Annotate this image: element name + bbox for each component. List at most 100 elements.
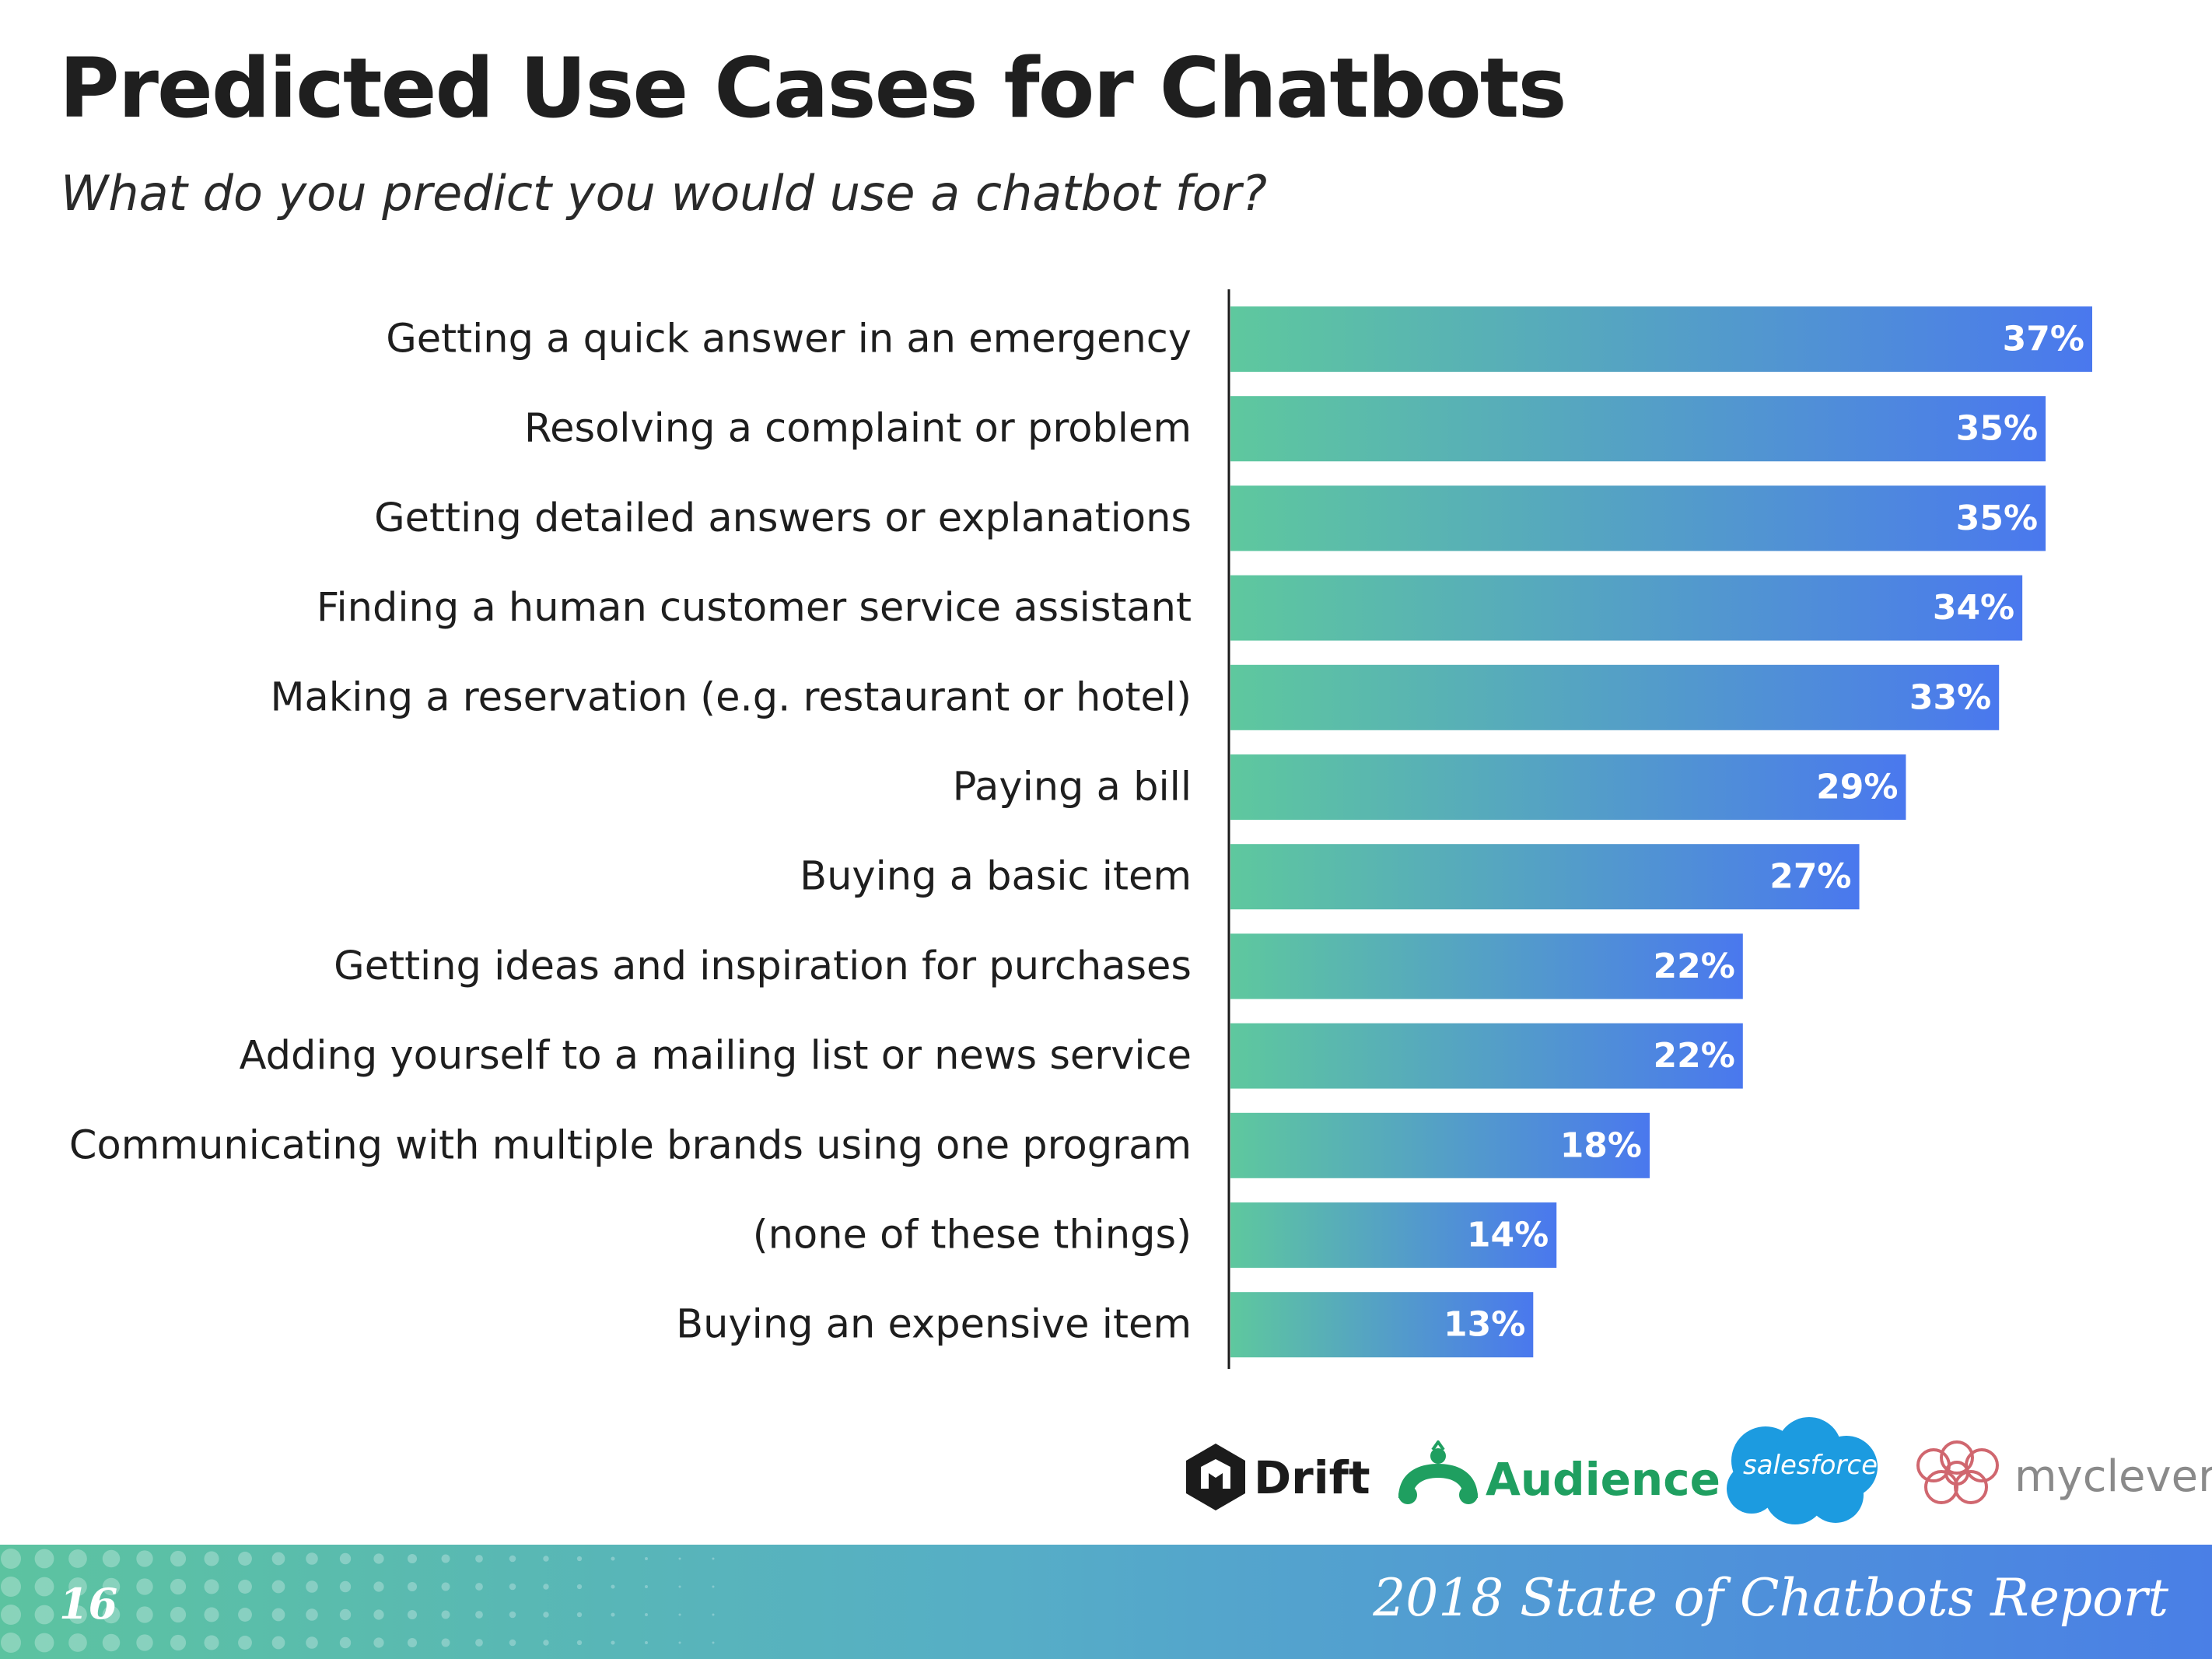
bar (1230, 933, 1743, 999)
bar-value-label: 22% (1653, 947, 1734, 986)
footer-dot (509, 1555, 516, 1563)
category-label: Resolving a complaint or problem (524, 406, 1192, 452)
footer-dot (509, 1583, 516, 1591)
footer-dot (34, 1633, 54, 1653)
bar-value-label: 29% (1816, 768, 1898, 807)
bar (1230, 485, 2046, 551)
bar (1230, 575, 2023, 641)
footer-dot (102, 1605, 121, 1624)
footer-dot (34, 1549, 54, 1569)
bar (1230, 754, 1906, 820)
bar (1230, 1023, 1743, 1089)
bar (1230, 844, 1860, 910)
footer-dot (407, 1637, 418, 1648)
myclever-logo-text: myclever (2014, 1451, 2212, 1502)
footer-dot (102, 1549, 121, 1568)
footer-dot (373, 1609, 384, 1620)
bar-value-label: 37% (2003, 320, 2084, 359)
footer-dot (611, 1584, 615, 1589)
category-label: Finding a human customer service assista… (317, 585, 1192, 631)
footer-dot (509, 1639, 516, 1647)
category-label: Communicating with multiple brands using… (69, 1122, 1192, 1168)
footer-dot (576, 1556, 583, 1562)
footer-dot (543, 1556, 549, 1562)
footer-dot (68, 1549, 87, 1568)
category-label: Getting detailed answers or explanations (374, 495, 1192, 541)
footer-dot (712, 1557, 715, 1560)
footer-dot (1, 1577, 21, 1597)
bar (1230, 306, 2092, 372)
footer-dot (136, 1550, 153, 1567)
footer-dot (68, 1577, 87, 1596)
drift-logo-icon (1186, 1444, 1245, 1510)
footer-dot (611, 1556, 615, 1561)
footer-dot (475, 1639, 483, 1647)
footer-dot (1, 1633, 21, 1653)
footer-dot (1, 1605, 21, 1625)
footer-dot (407, 1581, 418, 1592)
footer-dot (170, 1550, 187, 1567)
footer-dot (170, 1578, 187, 1595)
category-label: Paying a bill (953, 765, 1192, 810)
bar-value-label: 14% (1467, 1216, 1549, 1255)
footer-dot (475, 1555, 483, 1563)
page-title: Predicted Use Cases for Chatbots (59, 40, 1567, 136)
footer-dot (238, 1608, 252, 1622)
footer-dot (678, 1641, 681, 1644)
footer-dot (306, 1636, 318, 1649)
footer-dot (576, 1612, 583, 1618)
bar (1230, 1202, 1557, 1268)
footer-dot (170, 1634, 187, 1651)
footer-dot (306, 1580, 318, 1593)
bar-value-label: 33% (1909, 677, 1991, 717)
footer-dot (102, 1633, 121, 1652)
bar (1230, 1292, 1534, 1358)
bar-value-label: 35% (1956, 409, 2038, 449)
footer-dot (407, 1609, 418, 1620)
footer-dot (102, 1577, 121, 1596)
footer-dot (441, 1582, 450, 1591)
audience-logo-icon (1398, 1440, 1478, 1504)
category-label: Buying a basic item (800, 854, 1192, 900)
footer-dot (645, 1585, 648, 1588)
footer-dot (339, 1636, 352, 1649)
bar-value-label: 13% (1444, 1305, 1525, 1345)
footer-dot (373, 1637, 384, 1648)
drift-logo-text: Drift (1254, 1451, 1370, 1504)
footer-dot (306, 1608, 318, 1621)
footer-dot (712, 1641, 715, 1644)
category-label: Adding yourself to a mailing list or new… (240, 1033, 1192, 1079)
footer-dot (678, 1557, 681, 1560)
footer-dot (543, 1584, 549, 1590)
footer-dot (271, 1636, 285, 1650)
audience-logo-text: Audience (1486, 1453, 1720, 1506)
footer-dot (170, 1606, 187, 1623)
footer-dot (204, 1607, 219, 1622)
footer-dot (441, 1638, 450, 1647)
footer-dot (339, 1580, 352, 1593)
bar-value-label: 22% (1653, 1036, 1734, 1076)
footer-dot (576, 1584, 583, 1590)
dot-pattern (1, 1549, 715, 1653)
salesforce-logo-text: salesforce (1743, 1450, 1878, 1481)
category-label: (none of these things) (753, 1213, 1192, 1258)
page-subtitle: What do you predict you would use a chat… (61, 165, 1268, 222)
footer-dot (1, 1549, 21, 1569)
report-title: 2018 State of Chatbots Report (1373, 1568, 2168, 1628)
footer-dot (441, 1610, 450, 1619)
footer-dot (373, 1553, 384, 1564)
bar-chart: Getting a quick answer in an emergency 37… (69, 289, 2092, 1369)
footer-dot (712, 1585, 715, 1588)
footer-dot (373, 1581, 384, 1592)
footer-dot (271, 1552, 285, 1566)
footer-dot (136, 1578, 153, 1595)
footer-dot (34, 1605, 54, 1625)
bar-value-label: 27% (1769, 857, 1851, 897)
footer-dot (339, 1552, 352, 1565)
bar-value-label: 18% (1560, 1125, 1642, 1165)
category-label: Making a reservation (e.g. restaurant or… (270, 674, 1192, 720)
footer-dot (509, 1611, 516, 1619)
footer-dot (543, 1612, 549, 1618)
category-label: Getting a quick answer in an emergency (386, 317, 1192, 362)
footer-dot (306, 1552, 318, 1565)
